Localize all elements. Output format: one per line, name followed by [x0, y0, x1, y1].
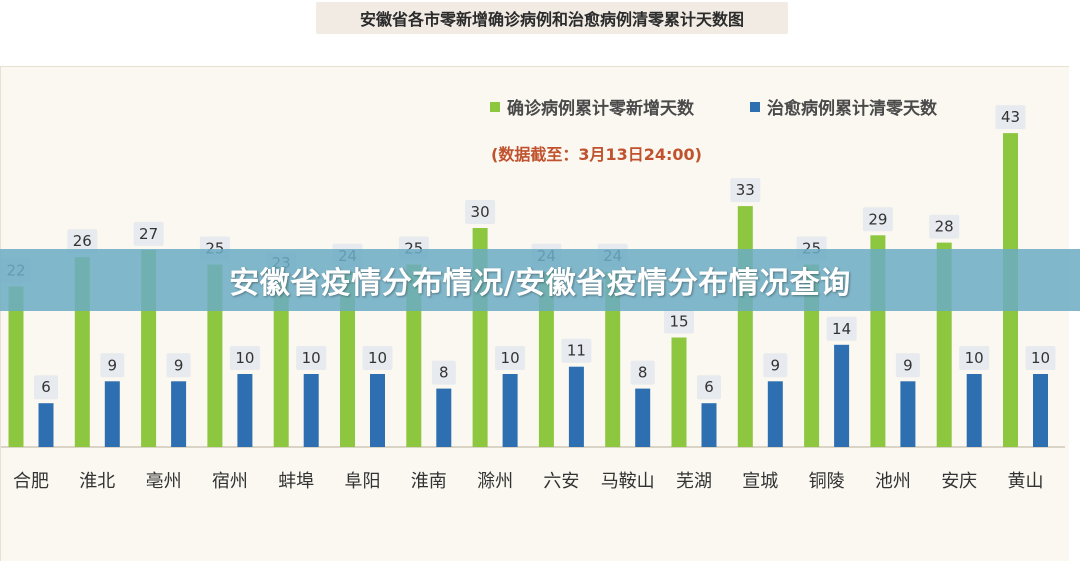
bar-cured-11: [767, 381, 783, 447]
value-label-bg-cured-7: [495, 346, 526, 370]
bar-cured-9: [635, 388, 651, 447]
value-label-cured-6: 8: [439, 364, 449, 382]
value-label-confirmed-15: 43: [1001, 108, 1020, 126]
value-label-bg-cured-10: [697, 375, 721, 400]
value-label-confirmed-2: 27: [139, 225, 158, 243]
value-label-confirmed-1: 26: [73, 232, 92, 250]
value-label-bg-cured-11: [763, 353, 788, 378]
value-label-cured-9: 8: [638, 364, 648, 382]
value-label-bg-confirmed-2: [133, 221, 164, 246]
bar-cured-12: [834, 344, 850, 447]
category-label-7: 滁州: [477, 471, 513, 492]
bar-cured-15: [1033, 374, 1048, 447]
value-label-bg-cured-4: [296, 346, 327, 370]
legend-swatch-cured: [750, 102, 760, 112]
legend-label-confirmed: 确诊病例累计零新增天数: [507, 98, 695, 119]
value-label-bg-cured-6: [431, 360, 456, 385]
category-label-10: 芜湖: [676, 471, 712, 492]
value-label-cured-13: 9: [903, 356, 913, 374]
value-label-bg-cured-15: [1025, 346, 1056, 370]
value-label-bg-cured-14: [959, 346, 990, 370]
value-label-cured-3: 10: [235, 349, 254, 367]
value-label-confirmed-10: 15: [669, 313, 688, 331]
value-label-bg-cured-2: [166, 353, 191, 378]
value-label-cured-1: 9: [108, 356, 118, 374]
value-label-bg-confirmed-13: [862, 207, 893, 232]
value-label-bg-cured-12: [826, 316, 857, 341]
bar-confirmed-0: [8, 286, 24, 447]
value-label-confirmed-11: 33: [736, 181, 755, 199]
value-label-bg-cured-13: [895, 353, 920, 378]
labels-group: 226合肥269淮北279亳州2510宿州2310蚌埠2410阜阳258淮南30…: [1, 105, 1056, 492]
bar-confirmed-5: [340, 271, 355, 447]
category-label-4: 蚌埠: [278, 471, 314, 492]
value-label-confirmed-13: 29: [868, 210, 887, 228]
category-label-3: 宿州: [212, 471, 248, 492]
bar-cured-2: [171, 381, 187, 447]
chart-subtitle: (数据截至：3月13日24:00): [491, 145, 702, 164]
category-label-6: 淮南: [411, 471, 447, 492]
value-label-bg-confirmed-14: [929, 214, 960, 239]
value-label-bg-cured-5: [362, 346, 393, 370]
bar-confirmed-9: [605, 271, 621, 447]
category-label-14: 安庆: [941, 471, 977, 492]
value-label-bg-confirmed-10: [664, 309, 694, 334]
bar-confirmed-11: [737, 206, 753, 447]
bar-cured-4: [303, 374, 319, 447]
value-label-cured-2: 9: [174, 356, 184, 374]
category-label-13: 池州: [875, 471, 911, 492]
bar-cured-13: [900, 381, 916, 447]
value-label-cured-8: 11: [567, 342, 586, 360]
bar-confirmed-10: [671, 337, 687, 447]
value-label-bg-cured-8: [561, 338, 592, 363]
legend-swatch-confirmed: [490, 102, 500, 112]
bar-confirmed-8: [538, 271, 554, 447]
legend-label-cured: 治愈病例累计清零天数: [767, 98, 938, 119]
value-label-cured-7: 10: [501, 349, 520, 367]
legend: 确诊病例累计零新增天数 治愈病例累计清零天数: [490, 98, 938, 119]
category-label-0: 合肥: [13, 471, 49, 492]
category-label-12: 铜陵: [809, 471, 845, 492]
value-label-bg-cured-1: [100, 353, 125, 378]
category-label-5: 阜阳: [345, 471, 381, 492]
category-label-15: 黄山: [1008, 471, 1044, 492]
bar-cured-0: [38, 403, 54, 447]
value-label-cured-5: 10: [368, 349, 387, 367]
bar-cured-5: [370, 374, 385, 447]
value-label-cured-4: 10: [302, 349, 321, 367]
value-label-cured-14: 10: [965, 349, 984, 367]
bar-cured-8: [568, 366, 584, 447]
category-label-9: 马鞍山: [601, 471, 655, 492]
category-label-11: 宣城: [742, 471, 778, 492]
value-label-cured-10: 6: [704, 378, 714, 396]
bar-cured-14: [966, 374, 982, 447]
value-label-cured-11: 9: [771, 356, 781, 374]
banner-text: 安徽省疫情分布情况/安徽省疫情分布情况查询: [229, 266, 851, 301]
value-label-bg-cured-9: [630, 360, 655, 385]
value-label-bg-cured-0: [34, 375, 58, 400]
chart-panel: 确诊病例累计零新增天数 治愈病例累计清零天数 (数据截至：3月13日24:00)…: [0, 66, 1069, 561]
bar-cured-7: [502, 374, 518, 447]
bar-cured-6: [436, 388, 452, 447]
chart-title: 安徽省各市零新增确诊病例和治愈病例清零累计天数图: [316, 2, 788, 34]
value-label-bg-confirmed-7: [465, 200, 496, 224]
value-label-bg-confirmed-1: [67, 229, 98, 254]
bar-cured-3: [237, 374, 253, 447]
overlay-banner: 安徽省疫情分布情况/安徽省疫情分布情况查询: [0, 249, 1080, 311]
value-label-bg-confirmed-15: [995, 105, 1026, 130]
value-label-cured-15: 10: [1031, 349, 1050, 367]
value-label-confirmed-7: 30: [471, 203, 490, 221]
bar-cured-1: [104, 381, 120, 447]
bar-cured-10: [701, 403, 717, 447]
category-label-2: 亳州: [146, 471, 182, 492]
category-label-1: 淮北: [79, 471, 115, 492]
bar-chart: 确诊病例累计零新增天数 治愈病例累计清零天数 (数据截至：3月13日24:00)…: [1, 98, 1065, 492]
value-label-confirmed-14: 28: [935, 218, 954, 236]
category-label-8: 六安: [543, 471, 579, 492]
bar-confirmed-4: [273, 279, 289, 447]
value-label-cured-0: 6: [41, 378, 51, 396]
value-label-bg-cured-3: [229, 346, 260, 370]
value-label-bg-confirmed-11: [730, 178, 761, 203]
value-label-cured-12: 14: [832, 320, 851, 338]
